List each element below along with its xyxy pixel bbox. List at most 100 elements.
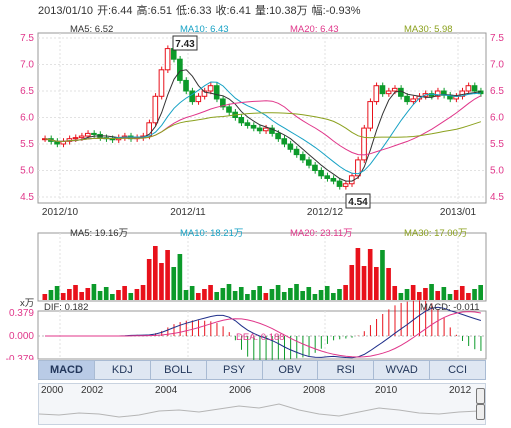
tab-kdj[interactable]: KDJ xyxy=(95,361,151,379)
volume-value: 10.38万 xyxy=(269,5,308,17)
volume-bar-down xyxy=(257,286,262,300)
candle-up xyxy=(152,95,159,124)
candle-down xyxy=(213,85,220,100)
dif-label: DIF: 0.182 xyxy=(44,302,89,313)
high-label: 高: xyxy=(136,5,151,17)
macd-label: MACD: -0.011 xyxy=(420,302,480,313)
candle-up xyxy=(367,101,374,129)
volume-bar-up xyxy=(146,259,152,300)
candle-down xyxy=(269,127,275,134)
price-x-tick: 2012/12 xyxy=(307,207,344,218)
volume-bar-up xyxy=(367,249,373,300)
volume-bar-down xyxy=(110,294,115,300)
close-value: 6.41 xyxy=(229,5,251,17)
candle-down xyxy=(238,117,245,124)
price-y-tick-right: 5.5 xyxy=(490,139,504,150)
candle-down xyxy=(299,154,306,161)
price-y-tick-right: 6.5 xyxy=(490,86,504,97)
price-y-tick-right: 6.0 xyxy=(490,113,504,124)
max-price-callout xyxy=(172,35,198,51)
change-value: -0.93% xyxy=(325,5,361,17)
candle-up xyxy=(164,48,171,71)
volume-bar-down xyxy=(220,288,226,300)
candle-down xyxy=(91,132,97,135)
price-y-tick-right: 5.0 xyxy=(490,166,504,177)
price-y-tick-left: 7.5 xyxy=(20,33,34,44)
volume-bar-up xyxy=(79,292,84,300)
price-y-tick-left: 6.0 xyxy=(20,113,34,124)
candle-up xyxy=(195,95,202,103)
nav-year-2004: 2004 xyxy=(155,385,178,396)
volume-bar-down xyxy=(214,292,220,300)
volume-bar-up xyxy=(165,250,170,300)
volume-bar-up xyxy=(392,286,398,300)
open-label: 开: xyxy=(97,5,112,17)
close-label: 收: xyxy=(215,5,230,17)
max-price-callout-text: 7.43 xyxy=(175,39,195,50)
candle-down xyxy=(404,95,410,103)
nav-year-2000: 2000 xyxy=(41,385,64,396)
volume-bar-up xyxy=(202,289,207,300)
volume-bar-down xyxy=(472,289,477,300)
volume-bar-up xyxy=(361,266,367,300)
price-y-tick-left: 5.0 xyxy=(20,166,34,177)
volume-bar-down xyxy=(318,290,324,300)
navigator-left-handle[interactable] xyxy=(476,388,485,404)
time-range-navigator[interactable]: 2000 2002 2004 2006 2008 2010 2012 xyxy=(38,383,486,425)
price-ma30-label: MA30: 5.98 xyxy=(404,24,453,35)
volume-bar-down xyxy=(294,284,299,300)
candle-up xyxy=(361,127,367,161)
nav-year-2006: 2006 xyxy=(229,385,252,396)
tab-psy[interactable]: PSY xyxy=(207,361,263,379)
volume-bar-down xyxy=(275,285,281,300)
candle-up xyxy=(355,159,361,177)
open-value: 6.44 xyxy=(111,5,133,17)
tab-obv[interactable]: OBV xyxy=(263,361,319,379)
stock-chart[interactable]: 7.5 7.57.0 7.06.5 6.56.0 6.05.5 5.55.0 5.04.5 4… xyxy=(0,0,511,360)
volume-bar-down xyxy=(324,286,330,300)
candle-down xyxy=(220,98,226,108)
volume-bar-down xyxy=(441,287,447,300)
volume-bar-up xyxy=(386,268,391,300)
volume-bar-down xyxy=(398,293,404,300)
volume-bar-down xyxy=(281,292,287,300)
volume-bar-up xyxy=(73,285,78,300)
candle-down xyxy=(177,58,183,81)
nav-year-2008: 2008 xyxy=(303,385,326,396)
candle-down xyxy=(471,85,478,92)
candle-down xyxy=(336,180,343,187)
volume-bar-up xyxy=(466,293,471,300)
volume-bar-down xyxy=(300,291,305,300)
candle-down xyxy=(226,106,232,113)
vol-ma5-label: MA5: 19.16万 xyxy=(70,228,129,239)
tab-rsi[interactable]: RSI xyxy=(318,361,375,379)
tab-macd[interactable]: MACD xyxy=(39,361,95,379)
volume-bar-up xyxy=(349,265,355,300)
candle-down xyxy=(330,177,337,182)
candle-down xyxy=(250,124,257,129)
candle-up xyxy=(66,138,73,142)
candle-down xyxy=(281,138,288,145)
candle-down xyxy=(428,93,435,97)
nav-year-2002: 2002 xyxy=(81,385,104,396)
volume-bar-down xyxy=(171,267,177,300)
candle-down xyxy=(287,143,294,150)
candle-down xyxy=(183,79,189,92)
tab-wvad[interactable]: WVAD xyxy=(374,361,431,379)
navigator-right-handle[interactable] xyxy=(476,404,485,420)
volume-bar-down xyxy=(380,250,385,300)
volume-bar-up xyxy=(85,288,91,300)
tab-cci[interactable]: CCI xyxy=(448,364,468,376)
volume-bar-down xyxy=(447,294,453,300)
volume-bar-up xyxy=(453,290,459,300)
volume-bar-up xyxy=(416,292,422,300)
volume-bar-down xyxy=(97,291,103,300)
volume-bar-up xyxy=(355,248,361,300)
candle-up xyxy=(465,85,472,92)
candle-up xyxy=(263,127,269,132)
volume-bar-down xyxy=(331,293,336,300)
tab-boll[interactable]: BOLL xyxy=(151,361,207,379)
volume-bar-down xyxy=(128,293,134,300)
price-y-tick-left: 6.5 xyxy=(20,86,34,97)
candle-up xyxy=(158,69,165,97)
